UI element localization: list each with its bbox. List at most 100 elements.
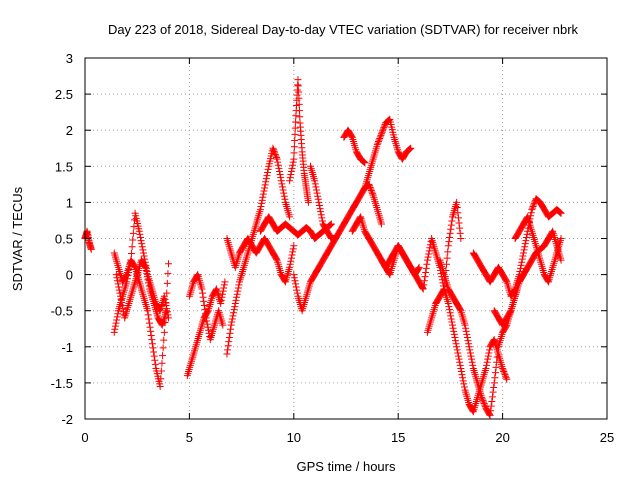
- data-point: [221, 278, 229, 286]
- data-point-interp: [114, 280, 122, 288]
- data-point-interp: [374, 139, 382, 147]
- data-point: [490, 379, 498, 387]
- data-point: [148, 336, 156, 344]
- data-point-interp: [446, 306, 454, 314]
- data-point-interp: [125, 265, 133, 273]
- data-point-interp: [454, 349, 462, 357]
- data-point-interp: [385, 116, 393, 124]
- data-point-interp: [161, 295, 169, 303]
- data-point-interp: [420, 281, 428, 289]
- data-point-interp: [369, 190, 377, 198]
- data-point: [407, 144, 415, 152]
- data-point-interp: [204, 323, 212, 331]
- data-point-interp: [448, 217, 456, 225]
- data-point-interp: [485, 346, 493, 354]
- data-point-interp: [479, 396, 487, 404]
- data-point-interp: [295, 100, 303, 108]
- data-point-interp: [296, 113, 304, 121]
- data-point-interp: [290, 143, 298, 151]
- data-point: [453, 343, 461, 351]
- data-point: [217, 299, 225, 307]
- data-point-interp: [203, 320, 211, 328]
- data-point-interp: [233, 290, 241, 298]
- data-point-interp: [451, 337, 459, 345]
- data-point-interp: [376, 133, 384, 141]
- data-point-interp: [203, 317, 211, 325]
- data-point-interp: [114, 277, 122, 285]
- data-point: [286, 213, 294, 221]
- data-point: [457, 364, 465, 372]
- data-point-interp: [318, 214, 326, 222]
- data-point-interp: [487, 407, 495, 415]
- data-point-interp: [529, 203, 537, 211]
- data-point-interp: [113, 313, 121, 321]
- data-point-interp: [463, 334, 471, 342]
- data-point-interp: [480, 398, 488, 406]
- data-point-interp: [228, 315, 236, 323]
- data-point-interp: [112, 319, 120, 327]
- data-point-interp: [280, 192, 288, 200]
- data-point-interp: [367, 185, 375, 193]
- axis-ticks: 0 5 10 15 20 25 -2 -1.5 -1 -0.5 0 0.5 1 1.5 2 2.5 3: [51, 51, 615, 445]
- data-point-interp: [527, 209, 535, 217]
- data-point-interp: [450, 330, 458, 338]
- data-point: [311, 177, 319, 185]
- x-tick-label: 0: [81, 430, 88, 445]
- data-point: [142, 263, 150, 271]
- data-point-interp: [489, 388, 497, 396]
- data-point-interp: [460, 383, 468, 391]
- data-point-interp: [212, 286, 220, 294]
- data-point-interp: [488, 393, 496, 401]
- data-point-interp: [293, 289, 301, 297]
- data-point-interp: [262, 175, 270, 183]
- data-point-interp: [264, 165, 272, 173]
- data-point: [87, 245, 95, 253]
- data-point-interp: [126, 262, 134, 270]
- data-point-interp: [459, 377, 467, 385]
- data-point-interp: [482, 361, 490, 369]
- data-point-interp: [286, 174, 294, 182]
- data-point-interp: [445, 238, 453, 246]
- y-tick-label: 0: [66, 268, 73, 283]
- data-point-interp: [145, 315, 153, 323]
- data-point: [423, 256, 431, 264]
- data-point-interp: [455, 355, 463, 363]
- data-point: [304, 198, 312, 206]
- data-point-interp: [143, 273, 151, 281]
- data-point-interp: [456, 229, 464, 237]
- chart-title: Day 223 of 2018, Sidereal Day-to-day VTE…: [108, 22, 579, 37]
- y-tick-label: 2: [66, 123, 73, 138]
- data-point-interp: [523, 214, 531, 222]
- data-point-interp: [281, 195, 289, 203]
- data-point-interp: [201, 306, 209, 314]
- data-point-interp: [138, 240, 146, 248]
- data-point-interp: [426, 244, 434, 252]
- data-point-interp: [478, 395, 486, 403]
- data-point-interp: [469, 361, 477, 369]
- y-tick-label: 0.5: [55, 232, 73, 247]
- data-point-interp: [487, 402, 495, 410]
- data-point-interp: [126, 259, 134, 267]
- data-point-interp: [119, 305, 127, 313]
- data-point: [127, 256, 135, 264]
- data-point-interp: [157, 375, 165, 383]
- data-point-interp: [261, 181, 269, 189]
- data-point-interp: [521, 240, 529, 248]
- data-point-interp: [234, 284, 242, 292]
- data-point-interp: [379, 125, 387, 133]
- data-point-interp: [423, 260, 431, 268]
- data-point: [327, 220, 335, 228]
- data-point-interp: [280, 189, 288, 197]
- data-point-interp: [516, 264, 524, 272]
- data-point: [219, 321, 227, 329]
- data-point-interp: [202, 310, 210, 318]
- data-point: [486, 411, 494, 419]
- data-point-interp: [232, 296, 240, 304]
- data-point-interp: [287, 171, 295, 179]
- data-point-interp: [277, 174, 285, 182]
- data-point-interp: [556, 208, 564, 216]
- data-point-interp: [467, 352, 475, 360]
- data-point-interp: [258, 196, 266, 204]
- data-point: [261, 184, 269, 192]
- data-point-interp: [314, 195, 322, 203]
